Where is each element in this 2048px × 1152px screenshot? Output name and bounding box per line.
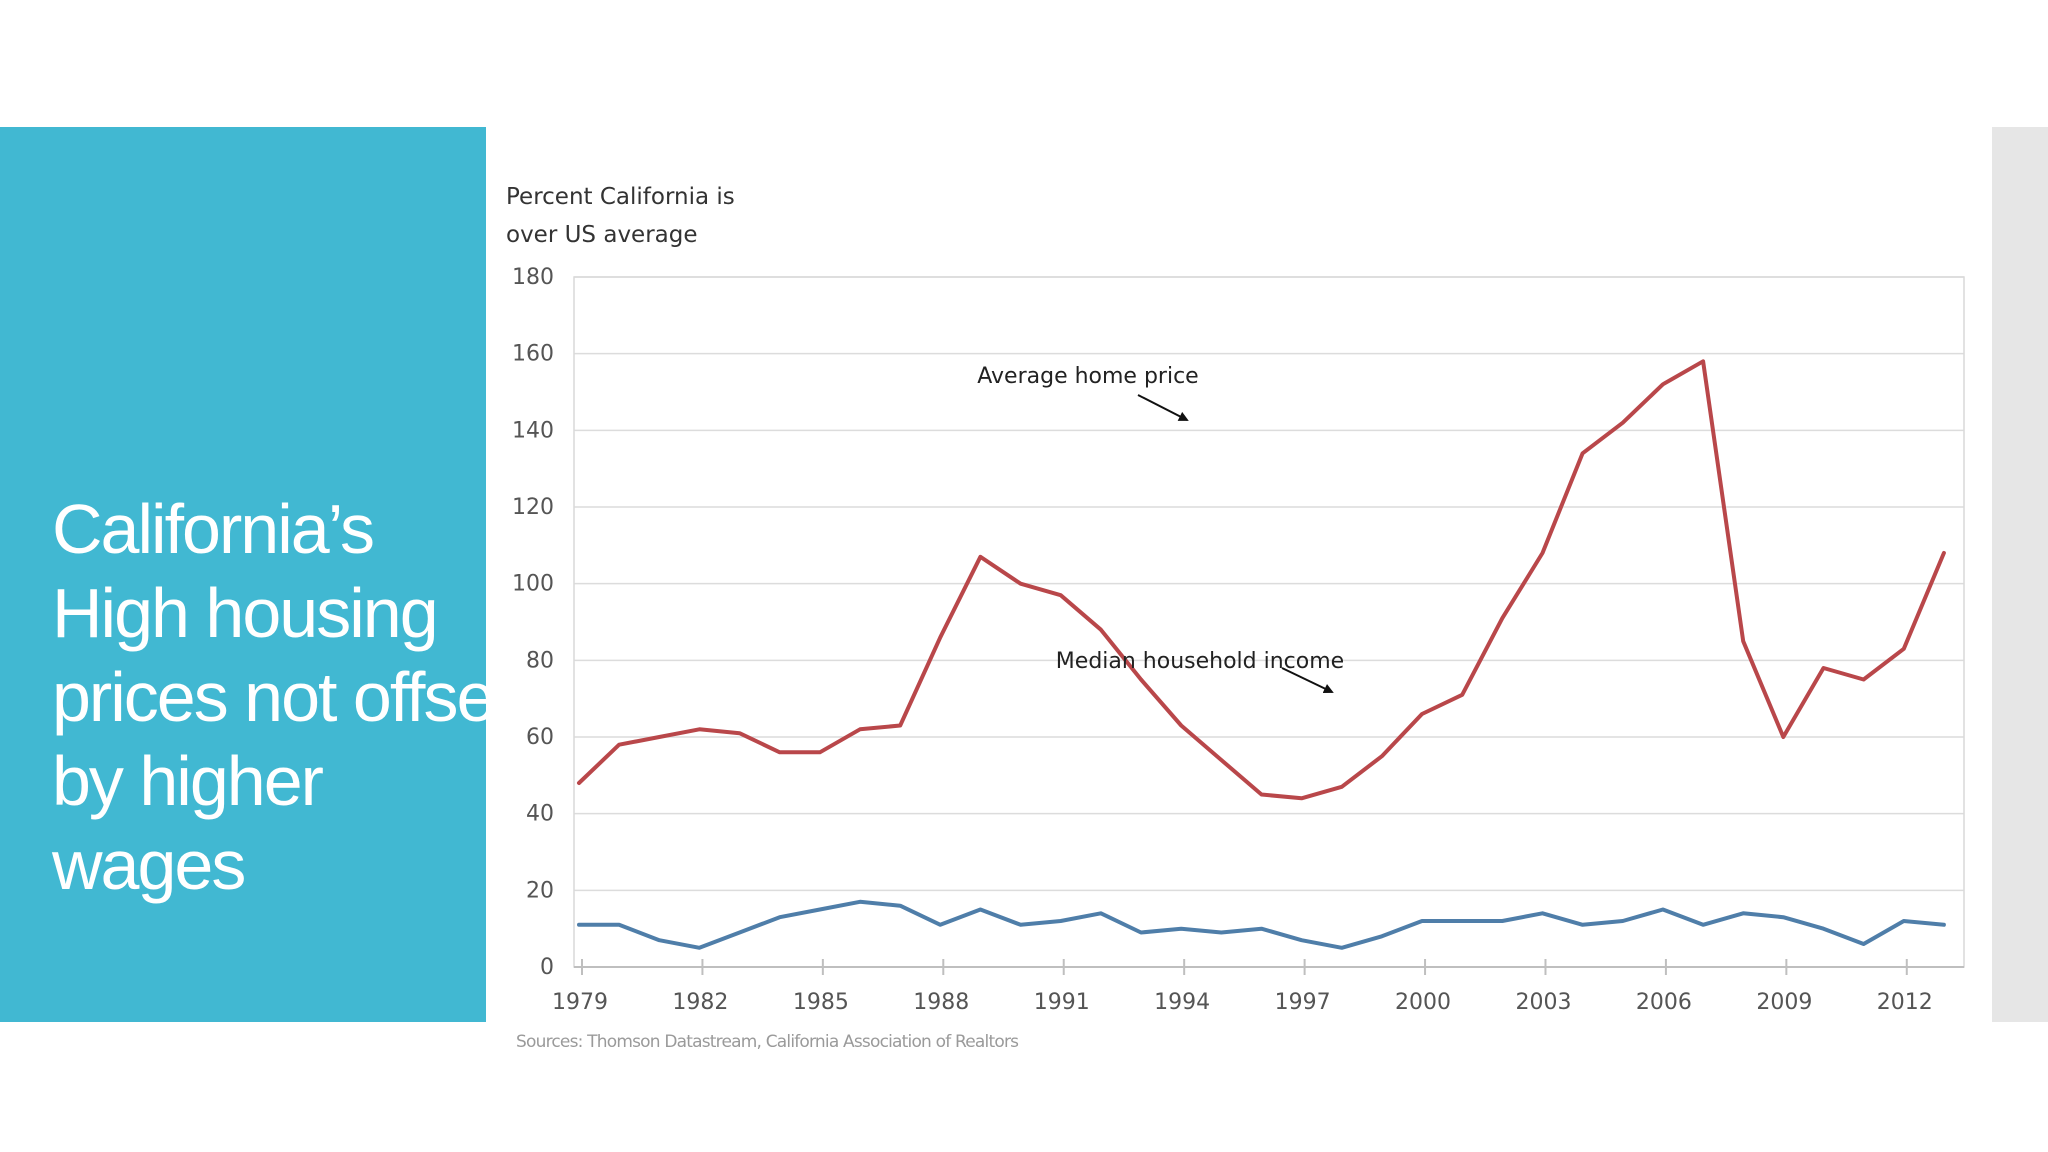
x-tick-label: 1991 — [1034, 990, 1090, 1015]
x-tick-label: 2009 — [1756, 990, 1812, 1015]
right-edge-strip — [1992, 127, 2048, 1022]
series-line-income — [579, 902, 1944, 948]
x-tick-label: 1985 — [793, 990, 849, 1015]
y-axis-title-line: over US average — [506, 222, 698, 248]
x-tick-label: 1994 — [1154, 990, 1210, 1015]
x-tick-label: 1997 — [1275, 990, 1331, 1015]
grid-lines — [574, 277, 1964, 967]
x-tick-label: 2003 — [1515, 990, 1571, 1015]
y-axis-label: Percent California is over US average — [506, 184, 735, 248]
slide-title: California’s High housing prices not off… — [52, 487, 612, 907]
x-tick-label: 2012 — [1877, 990, 1933, 1015]
y-tick-label: 160 — [512, 342, 554, 367]
line-chart: Percent California is over US average 0 20… — [486, 127, 1992, 1087]
y-tick-label: 140 — [512, 418, 554, 443]
x-tick-label: 1988 — [913, 990, 969, 1015]
annotation-arrow-home_price — [1138, 395, 1187, 420]
x-tick-label: 2006 — [1636, 990, 1692, 1015]
x-tick-label: 2000 — [1395, 990, 1451, 1015]
title-panel: California’s High housing prices not off… — [0, 127, 486, 1022]
y-axis-title-line: Percent California is — [506, 184, 735, 210]
plot-frame — [574, 277, 1964, 967]
x-tick-label: 1979 — [552, 990, 608, 1015]
x-axis-ticks: 1979 1982 1985 1988 1991 1994 1997 2000 2003 2006… — [552, 959, 1964, 1015]
annotation-income: Median household income — [1056, 649, 1344, 674]
series-line-home_price — [579, 361, 1944, 798]
y-tick-label: 180 — [512, 265, 554, 290]
x-tick-label: 1982 — [672, 990, 728, 1015]
y-tick-label: 0 — [540, 955, 554, 980]
annotation-home_price: Average home price — [977, 364, 1198, 389]
chart-container: Percent California is over US average 0 20… — [486, 127, 1992, 1087]
annotations: Average home price Median household incom… — [977, 364, 1344, 692]
source-note: Sources: Thomson Datastream, California … — [516, 1032, 1019, 1052]
